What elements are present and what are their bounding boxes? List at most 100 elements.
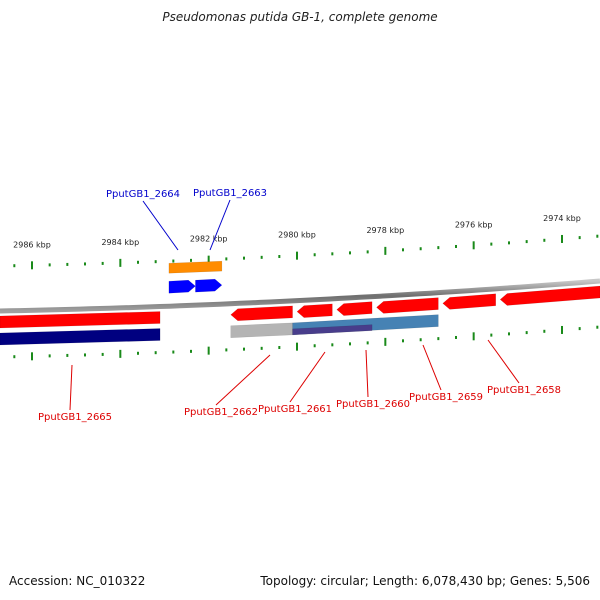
outer-ruler-minor-tick — [48, 263, 51, 267]
inner-ruler-minor-tick — [508, 332, 510, 336]
outer-ruler-minor-tick — [278, 255, 281, 259]
pputgb1-2665-cds — [0, 311, 161, 329]
genome-summary-text: Topology: circular; Length: 6,078,430 bp… — [260, 574, 590, 588]
ruler-label: 2980 kbp — [278, 231, 316, 240]
inner-ruler-minor-tick — [190, 349, 192, 353]
outer-ruler-minor-tick — [366, 250, 369, 254]
inner-ruler-minor-tick — [455, 335, 457, 339]
outer-ruler-major-tick — [119, 258, 122, 267]
label-leader-line — [487, 339, 520, 384]
inner-ruler-major-tick — [119, 349, 122, 358]
outer-ruler-minor-tick — [101, 261, 104, 265]
inner-ruler-major-tick — [384, 337, 387, 346]
ruler-label: 2982 kbp — [190, 235, 228, 244]
outer-ruler-minor-tick — [578, 236, 581, 240]
outer-ruler-minor-tick — [402, 248, 404, 252]
outer-ruler-minor-tick — [455, 244, 457, 248]
feature-gene — [230, 322, 293, 338]
inner-ruler-minor-tick — [13, 355, 16, 359]
outer-ruler-minor-tick — [154, 260, 157, 264]
outer-ruler-major-tick — [296, 251, 298, 260]
feature-gene — [168, 260, 223, 274]
outer-ruler-minor-tick — [508, 241, 510, 245]
outer-ruler-major-tick — [207, 255, 210, 264]
inner-ruler-minor-tick — [313, 344, 316, 348]
inner-ruler-minor-tick — [366, 341, 369, 345]
inner-ruler-minor-tick — [243, 347, 245, 351]
outer-ruler-minor-tick — [543, 238, 546, 242]
inner-ruler-minor-tick — [137, 351, 139, 355]
ruler-label: 2984 kbp — [101, 238, 139, 247]
outer-ruler-major-tick — [31, 261, 33, 270]
outer-ruler-minor-tick — [243, 256, 245, 260]
inner-ruler-minor-tick — [154, 351, 157, 355]
outer-ruler-minor-tick — [225, 257, 228, 261]
backbone-line — [0, 278, 600, 314]
ruler-label: 2986 kbp — [13, 240, 51, 249]
feature-label: PputGB1_2658 — [487, 385, 561, 396]
label-leader-line — [209, 199, 231, 251]
inner-ruler-major-tick — [31, 352, 33, 361]
inner-ruler-minor-tick — [278, 346, 281, 350]
label-leader-line — [215, 354, 271, 406]
label-leader-line — [69, 364, 73, 411]
inner-ruler-minor-tick — [101, 352, 104, 356]
outer-ruler-minor-tick — [260, 255, 263, 259]
inner-ruler-minor-tick — [225, 348, 228, 352]
inner-ruler-minor-tick — [578, 327, 581, 331]
outer-ruler-minor-tick — [66, 262, 69, 266]
outer-ruler-major-tick — [472, 241, 475, 250]
outer-ruler-minor-tick — [190, 258, 192, 262]
inner-ruler-minor-tick — [596, 325, 599, 329]
outer-ruler-minor-tick — [331, 252, 334, 256]
pputgb1-2662-cds — [230, 305, 293, 321]
inner-ruler-minor-tick — [402, 339, 404, 343]
outer-ruler-minor-tick — [172, 259, 175, 263]
outer-ruler-minor-tick — [349, 251, 351, 255]
label-leader-line — [365, 349, 369, 398]
inner-ruler-minor-tick — [260, 346, 263, 350]
feature-label: PputGB1_2662 — [184, 407, 258, 418]
feature-label: PputGB1_2663 — [193, 188, 267, 199]
inner-ruler-minor-tick — [349, 342, 351, 346]
outer-ruler-minor-tick — [490, 242, 493, 246]
inner-ruler-minor-tick — [525, 331, 528, 335]
inner-ruler-major-tick — [561, 325, 563, 334]
ruler-label: 2976 kbp — [455, 220, 493, 229]
label-leader-line — [289, 351, 326, 403]
pputgb1-2661-cds — [296, 303, 333, 318]
pputgb1-2660-cds — [336, 301, 373, 316]
feature-label: PputGB1_2664 — [106, 189, 180, 200]
pputgb1-2659-cds — [376, 297, 439, 314]
inner-ruler-major-tick — [472, 332, 475, 341]
map-title: Pseudomonas putida GB-1, complete genome — [162, 10, 438, 24]
pputgb1-2663-cds — [195, 278, 223, 293]
outer-ruler-minor-tick — [525, 240, 528, 244]
ruler-label: 2974 kbp — [543, 214, 581, 223]
outer-ruler-minor-tick — [437, 246, 440, 250]
label-leader-line — [142, 200, 179, 251]
outer-ruler-minor-tick — [419, 247, 422, 251]
feature-label: PputGB1_2661 — [258, 404, 332, 415]
inner-ruler-minor-tick — [490, 333, 493, 337]
label-leader-line — [422, 344, 442, 391]
outer-ruler-major-tick — [561, 234, 563, 243]
inner-ruler-minor-tick — [419, 338, 422, 342]
inner-ruler-minor-tick — [543, 329, 546, 333]
inner-ruler-minor-tick — [172, 350, 175, 354]
feature-gene — [0, 328, 161, 346]
ruler-label: 2978 kbp — [366, 226, 404, 235]
feature-label: PputGB1_2665 — [38, 412, 112, 423]
pputgb1-2658-cds — [442, 293, 496, 310]
inner-ruler-minor-tick — [331, 343, 334, 347]
inner-ruler-minor-tick — [48, 354, 51, 358]
inner-ruler-minor-tick — [66, 353, 69, 357]
outer-ruler-minor-tick — [84, 262, 86, 266]
feature-cds — [499, 285, 600, 306]
inner-ruler-major-tick — [207, 346, 210, 355]
inner-ruler-minor-tick — [437, 337, 440, 341]
feature-label: PputGB1_2660 — [336, 399, 410, 410]
outer-ruler-minor-tick — [13, 264, 16, 268]
feature-gene-inner — [292, 324, 373, 336]
